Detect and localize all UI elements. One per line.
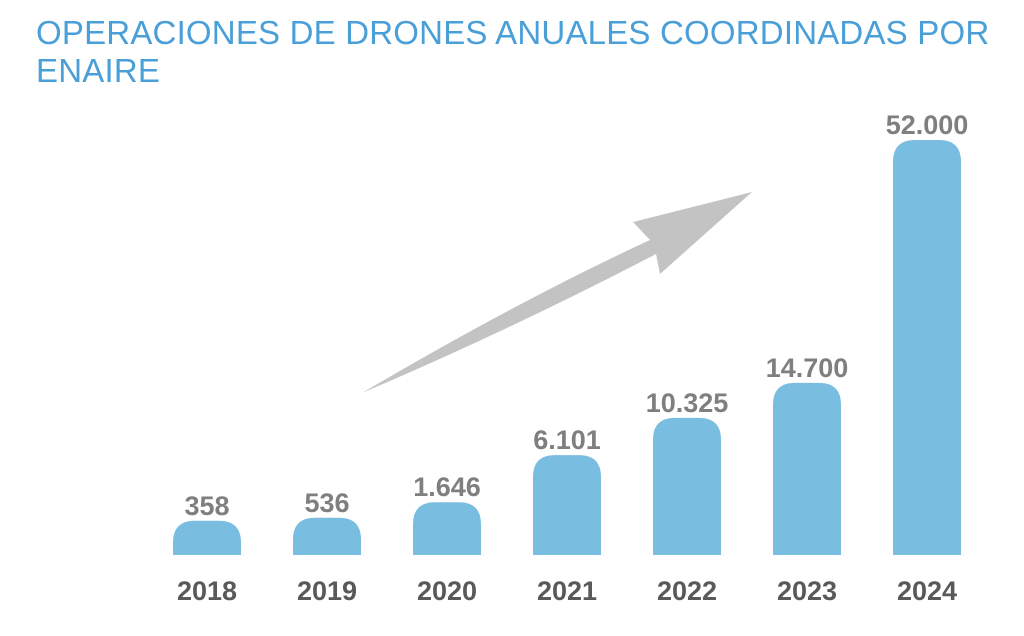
bars-group [173, 140, 961, 555]
bar-2023 [773, 382, 841, 555]
x-tick-label-2021: 2021 [537, 576, 597, 606]
bar-2022 [653, 417, 721, 555]
x-tick-label-2023: 2023 [777, 576, 837, 606]
x-tick-label-2020: 2020 [417, 576, 477, 606]
trend-arrow-group [362, 192, 752, 393]
value-label-2022: 10.325 [646, 388, 729, 418]
bar-2019 [293, 517, 361, 555]
chart-title: OPERACIONES DE DRONES ANUALES COORDINADA… [36, 14, 990, 89]
x-axis-ticks-group: 2018 2019 2020 2021 2022 2023 2024 [177, 576, 957, 606]
x-tick-label-2022: 2022 [657, 576, 717, 606]
value-label-2019: 536 [304, 488, 349, 518]
upward-trend-arrow [362, 192, 752, 393]
bar-2018 [173, 520, 241, 555]
x-tick-label-2019: 2019 [297, 576, 357, 606]
x-tick-label-2018: 2018 [177, 576, 237, 606]
x-tick-label-2024: 2024 [897, 576, 957, 606]
value-label-2020: 1.646 [413, 472, 481, 502]
value-label-2021: 6.101 [533, 425, 601, 455]
bar-2024 [893, 140, 961, 555]
value-labels-group: 358 536 1.646 6.101 10.325 14.700 52.000 [184, 110, 968, 521]
value-label-2024: 52.000 [886, 110, 969, 140]
bar-2021 [533, 455, 601, 555]
bar-2020 [413, 502, 481, 555]
value-label-2018: 358 [184, 491, 229, 521]
value-label-2023: 14.700 [766, 353, 849, 383]
